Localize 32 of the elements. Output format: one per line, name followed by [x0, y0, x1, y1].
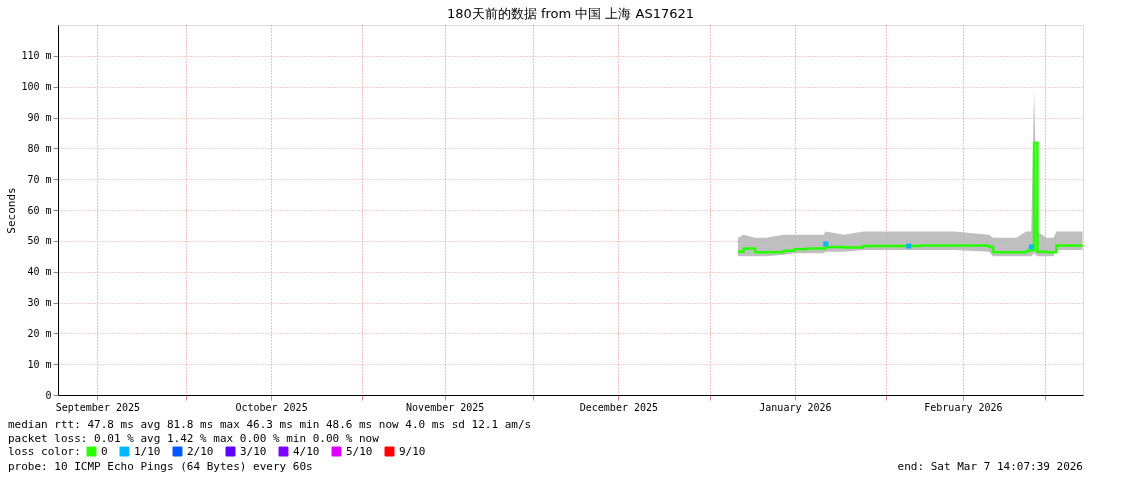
y-tick-label: 10 m [27, 358, 52, 370]
y-tick-label: 40 m [27, 266, 52, 278]
text: probe: 10 ICMP Echo Pings (64 Bytes) every 60s [8, 460, 313, 473]
y-tick-label: 100 m [21, 81, 52, 93]
y-tick-label: 60 m [27, 204, 52, 216]
y-tick-label: 20 m [27, 327, 52, 339]
legend-label: 2/10 [187, 444, 214, 458]
y-tick-label: 70 m [27, 173, 52, 185]
y-tick-label: 0 [45, 389, 52, 401]
legend-label: 4/10 [293, 444, 320, 458]
y-axis-title: Seconds [5, 187, 19, 234]
x-tick-label: December 2025 [579, 401, 659, 413]
legend-label: 1/10 [134, 444, 161, 458]
text: end: Sat Mar 7 14:07:39 2026 [897, 460, 1083, 473]
chart-title: 180天前的数据 from 中国 上海 AS17621 [446, 6, 695, 21]
x-tick-label: October 2025 [235, 401, 308, 413]
legend-label: 9/10 [399, 444, 426, 458]
x-tick-label: January 2026 [759, 401, 832, 413]
y-tick-label: 30 m [27, 297, 52, 308]
y-tick-label: 50 m [27, 235, 52, 247]
y-tick-label: 110 m [21, 50, 52, 62]
y-tick-label: 90 m [27, 112, 52, 123]
text: packet loss: 0.01 % avg 1.42 % max 0.00 % min 0.00 % now [8, 432, 380, 445]
y-tick-label: 80 m [27, 142, 52, 154]
x-tick-label: September 2025 [55, 401, 141, 413]
text: median rtt: 47.8 ms avg 81.8 ms max 46.3 ms min 48.6 ms now 4.0 ms sd 12.1 am/s [8, 418, 532, 431]
x-tick-label: November 2025 [406, 401, 485, 413]
legend-label: 0 [101, 444, 108, 458]
legend-label: 3/10 [240, 444, 267, 458]
legend-title: loss color: [8, 445, 81, 458]
legend-label: 5/10 [346, 444, 373, 458]
x-tick-label: February 2026 [924, 401, 1003, 413]
